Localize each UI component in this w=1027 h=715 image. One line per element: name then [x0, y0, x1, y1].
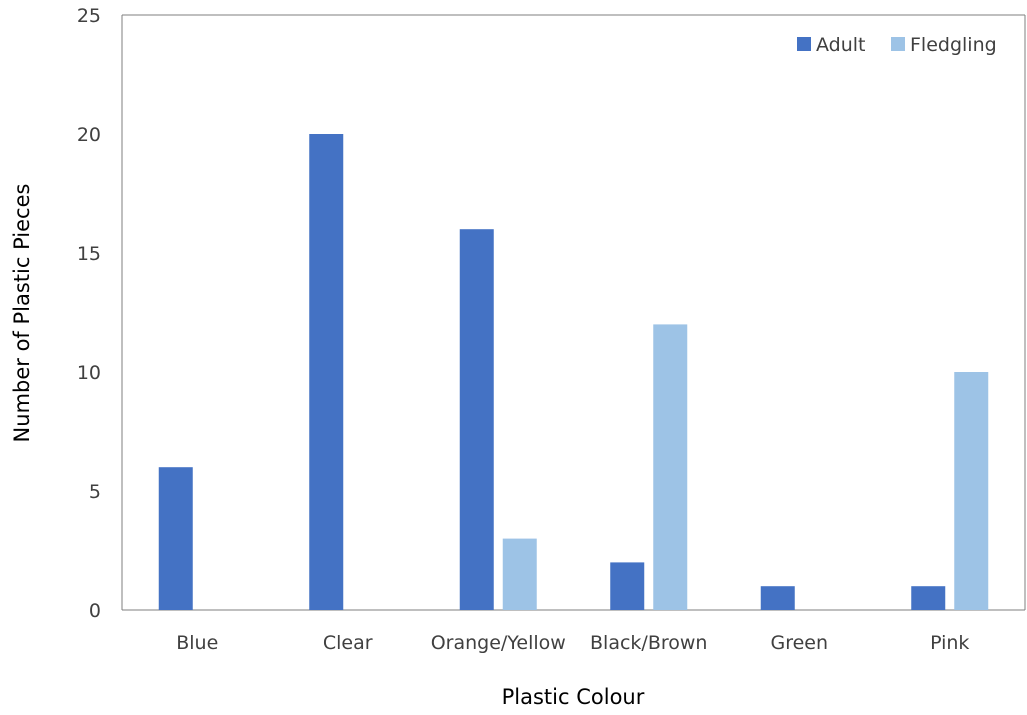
bar-adult: [911, 586, 946, 610]
bar-fledgling: [954, 372, 989, 610]
bar-fledgling: [502, 538, 537, 610]
x-tick-labels: Blue Clear Orange/Yellow Black/Brown Green Pi…: [176, 632, 969, 654]
bar-adult: [760, 586, 795, 610]
legend-swatch-adult: [797, 37, 811, 51]
legend-label-fledgling: Fledgling: [910, 34, 997, 56]
bars-group: [158, 134, 989, 610]
x-tick-label: Blue: [176, 632, 218, 654]
y-tick-label: 0: [89, 600, 101, 622]
y-tick-label: 10: [77, 362, 101, 384]
y-axis-title: Number of Plastic Pieces: [10, 184, 34, 443]
y-tick-label: 20: [77, 124, 101, 146]
y-tick-label: 15: [77, 243, 101, 265]
y-tick-labels: 0 5 10 15 20 25: [77, 5, 101, 622]
x-tick-label: Green: [770, 632, 828, 654]
bar-adult: [459, 229, 494, 610]
y-tick-label: 25: [77, 5, 101, 27]
y-tick-label: 5: [89, 481, 101, 503]
legend: Adult Fledgling: [797, 34, 997, 56]
x-tick-label: Orange/Yellow: [431, 632, 566, 654]
plot-area: [121, 14, 1026, 611]
bar-adult: [610, 562, 645, 610]
legend-label-adult: Adult: [816, 34, 866, 56]
x-tick-label: Pink: [930, 632, 969, 654]
x-tick-label: Clear: [323, 632, 373, 654]
legend-swatch-fledgling: [891, 37, 905, 51]
x-axis-title: Plastic Colour: [502, 685, 645, 709]
bar-adult: [158, 467, 193, 610]
bar-fledgling: [653, 324, 688, 610]
bar-adult: [309, 134, 344, 610]
x-tick-label: Black/Brown: [590, 632, 707, 654]
